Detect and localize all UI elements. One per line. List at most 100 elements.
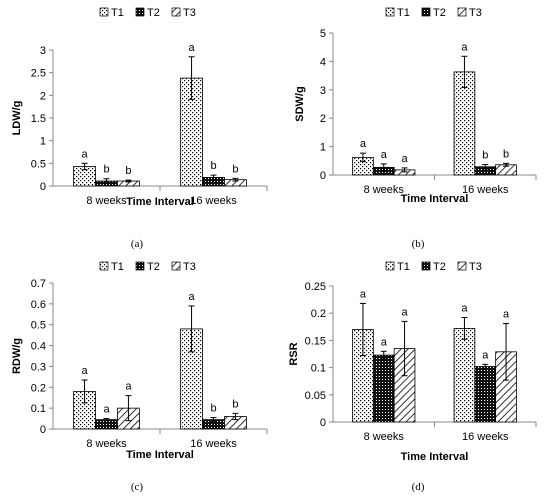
legend-label: T3 bbox=[469, 7, 482, 19]
significance-letter: a bbox=[381, 336, 388, 348]
significance-letter: b bbox=[125, 165, 131, 177]
significance-letter: b bbox=[482, 149, 488, 161]
y-tick-label: 0 bbox=[320, 417, 326, 429]
legend-swatch bbox=[421, 7, 431, 17]
significance-letter: b bbox=[232, 398, 238, 410]
legend-label: T1 bbox=[397, 7, 410, 19]
y-tick-label: 0.05 bbox=[305, 390, 326, 402]
x-axis-title: Time Interval bbox=[126, 449, 194, 461]
x-axis-title: Time Interval bbox=[401, 193, 469, 205]
y-tick-label: 0.5 bbox=[31, 158, 46, 170]
legend-label: T3 bbox=[183, 261, 196, 273]
y-tick-label: 1 bbox=[40, 136, 46, 148]
significance-letter: a bbox=[381, 149, 388, 161]
x-tick-label: 16 weeks bbox=[190, 438, 237, 450]
y-tick-label: 0.4 bbox=[31, 341, 46, 353]
panel-d: 0 0.05 0.1 0.15 0.2 0.25 8 weeks a a a 16 weeks a a a… bbox=[288, 261, 537, 463]
y-axis-title: SDW/g bbox=[294, 86, 306, 121]
y-tick-label: 3 bbox=[40, 45, 46, 57]
x-tick-label: 8 weeks bbox=[86, 438, 127, 450]
significance-letter: b bbox=[503, 148, 509, 160]
significance-letter: a bbox=[482, 349, 489, 361]
y-tick-label: 0.1 bbox=[311, 363, 326, 375]
legend-swatch bbox=[385, 261, 395, 271]
significance-letter: a bbox=[461, 303, 468, 315]
significance-letter: a bbox=[189, 291, 196, 303]
x-tick-label: 8 weeks bbox=[86, 195, 127, 207]
legend-swatch bbox=[99, 7, 109, 17]
x-tick-label: 16 weeks bbox=[462, 184, 509, 196]
legend-swatch bbox=[171, 261, 181, 271]
significance-letter: a bbox=[82, 148, 89, 160]
legend-swatch bbox=[171, 7, 181, 17]
significance-letter: b bbox=[210, 160, 216, 172]
y-tick-label: 0.1 bbox=[31, 403, 46, 415]
legend-swatch bbox=[99, 261, 109, 271]
y-tick-label: 3 bbox=[320, 85, 326, 97]
panel-caption-a: (a) bbox=[131, 238, 144, 250]
y-tick-label: 0.2 bbox=[311, 308, 326, 320]
significance-letter: a bbox=[189, 42, 196, 54]
significance-letter: a bbox=[401, 153, 408, 165]
y-tick-label: 0.7 bbox=[31, 278, 46, 290]
legend-swatch bbox=[457, 7, 467, 17]
legend-label: T1 bbox=[111, 261, 124, 273]
significance-letter: a bbox=[103, 404, 110, 416]
y-tick-label: 0 bbox=[40, 181, 46, 193]
y-tick-label: 0 bbox=[40, 424, 46, 436]
legend-label: T1 bbox=[397, 261, 410, 273]
y-tick-label: 4 bbox=[320, 56, 326, 68]
y-tick-label: 0.15 bbox=[305, 335, 326, 347]
y-tick-label: 2 bbox=[320, 113, 326, 125]
panel-c: 0 0.1 0.2 0.3 0.4 0.5 0.6 0.7 8 weeks a a a 16 weeks… bbox=[11, 261, 268, 461]
significance-letter: a bbox=[82, 365, 89, 377]
significance-letter: a bbox=[360, 138, 367, 150]
panel-a: 0 0.5 1 1.5 2 2.5 3 8 weeks a b b 16 weeks a b b LDW/g T… bbox=[11, 7, 268, 208]
y-axis-title: RDW/g bbox=[11, 338, 23, 374]
legend-swatch bbox=[135, 7, 145, 17]
panel-caption-d: (d) bbox=[412, 481, 425, 493]
y-tick-label: 5 bbox=[320, 28, 326, 40]
significance-letter: a bbox=[461, 41, 468, 53]
significance-letter: b bbox=[232, 163, 238, 175]
x-tick-label: 8 weeks bbox=[364, 431, 405, 443]
significance-letter: a bbox=[360, 288, 367, 300]
y-tick-label: 1 bbox=[320, 142, 326, 154]
bar bbox=[474, 366, 497, 423]
panel-caption-b: (b) bbox=[412, 238, 425, 250]
panel-b: 0 1 2 3 4 5 8 weeks a a a 16 weeks a b b SDW/g Time Int… bbox=[294, 7, 537, 205]
bar bbox=[372, 354, 395, 423]
y-tick-label: 2 bbox=[40, 90, 46, 102]
legend-label: T3 bbox=[469, 261, 482, 273]
legend-swatch bbox=[385, 7, 395, 17]
legend-swatch bbox=[457, 261, 467, 271]
y-tick-label: 0 bbox=[320, 170, 326, 182]
y-axis-title: RSR bbox=[288, 342, 300, 365]
y-tick-label: 0.3 bbox=[31, 361, 46, 373]
legend-label: T2 bbox=[433, 261, 446, 273]
significance-letter: a bbox=[125, 381, 132, 393]
y-tick-label: 0.5 bbox=[31, 320, 46, 332]
y-tick-label: 0.25 bbox=[305, 281, 326, 293]
legend-label: T1 bbox=[111, 7, 124, 19]
y-tick-label: 0.2 bbox=[31, 382, 46, 394]
y-axis-title: LDW/g bbox=[11, 101, 23, 136]
significance-letter: b bbox=[103, 164, 109, 176]
legend-label: T2 bbox=[147, 7, 160, 19]
legend-swatch bbox=[421, 261, 431, 271]
legend-label: T3 bbox=[183, 7, 196, 19]
legend-label: T2 bbox=[433, 7, 446, 19]
bar bbox=[453, 328, 476, 423]
x-axis-title: Time Interval bbox=[126, 196, 194, 208]
legend-label: T2 bbox=[147, 261, 160, 273]
y-tick-label: 0.6 bbox=[31, 299, 46, 311]
x-tick-label: 16 weeks bbox=[190, 195, 237, 207]
x-axis-title: Time Interval bbox=[401, 451, 469, 463]
x-tick-label: 8 weeks bbox=[364, 184, 405, 196]
y-tick-label: 2.5 bbox=[31, 68, 46, 80]
significance-letter: b bbox=[210, 403, 216, 415]
panel-caption-c: (c) bbox=[131, 481, 144, 493]
y-tick-label: 1.5 bbox=[31, 113, 46, 125]
significance-letter: a bbox=[503, 309, 510, 321]
